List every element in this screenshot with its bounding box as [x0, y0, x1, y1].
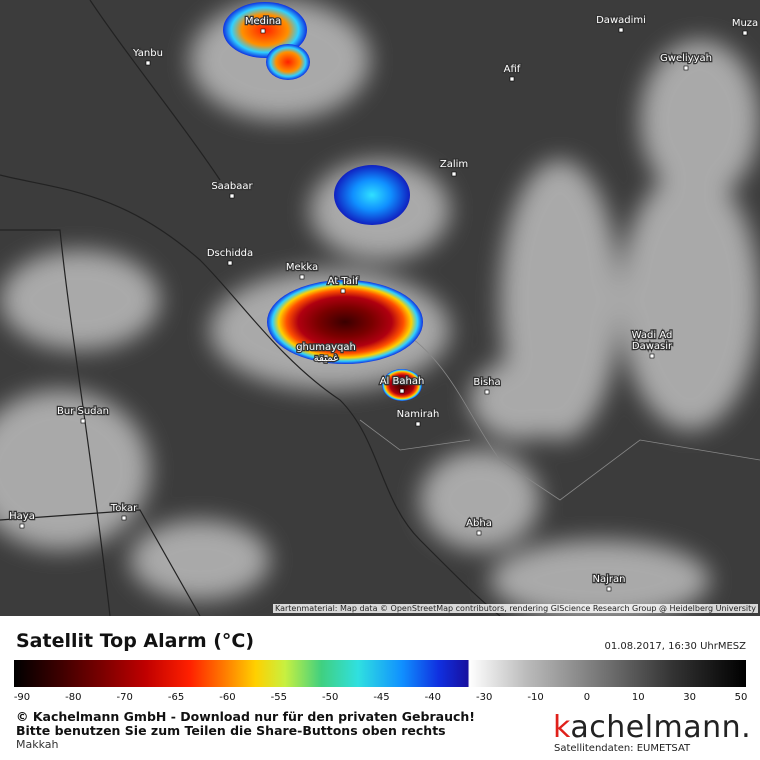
place-label: Gweliyyah: [660, 53, 712, 64]
place-marker: [484, 389, 490, 395]
place-label: Namirah: [397, 409, 440, 420]
place-marker: [340, 288, 346, 294]
place-marker: [742, 30, 748, 36]
scale-label: -55: [270, 692, 287, 703]
place-label: Dawasir: [632, 341, 673, 352]
scale-label: 30: [683, 692, 697, 703]
place-marker: [399, 388, 405, 394]
copyright: © Kachelmann GmbH - Download nur für den…: [16, 709, 475, 724]
place-label: Medina: [245, 16, 281, 27]
scale-label: -60: [219, 692, 236, 703]
place-marker: [229, 193, 235, 199]
place-marker: [451, 171, 457, 177]
scale-label: -90: [13, 692, 31, 703]
place-label: Najran: [593, 574, 626, 585]
place-label: Dawadimi: [596, 15, 646, 26]
logo: kachelmann.: [553, 710, 752, 745]
place-label: Zalim: [440, 159, 468, 170]
scale-label: -80: [65, 692, 82, 703]
scale-label: -40: [424, 692, 442, 703]
scale-label: 10: [631, 692, 645, 703]
place-marker: [19, 523, 25, 529]
place-marker: [227, 260, 233, 266]
place-marker: [618, 27, 624, 33]
place-marker: [299, 274, 305, 280]
scale-label: -45: [373, 692, 390, 703]
place-label: Yanbu: [132, 48, 163, 59]
place-marker: [323, 354, 329, 360]
timestamp: 01.08.2017, 16:30 UhrMESZ: [604, 641, 746, 652]
legend-title: Satellit Top Alarm (°C): [16, 630, 255, 652]
place-marker: [606, 586, 612, 592]
data-source: Satellitendaten: EUMETSAT: [554, 743, 691, 754]
place-label: Afif: [504, 64, 521, 75]
scale-label: -10: [527, 692, 544, 703]
place-label: غميقة: [314, 353, 338, 364]
place-label: Bur Sudan: [57, 406, 109, 417]
place-marker: [80, 418, 86, 424]
place-marker: [509, 76, 515, 82]
place-marker: [260, 28, 266, 34]
place-label: Muza: [732, 18, 758, 29]
place-marker: [415, 421, 421, 427]
place-label: Saabaar: [211, 181, 253, 192]
attribution: Kartenmaterial: Map data © OpenStreetMap…: [272, 604, 758, 613]
share-note: Bitte benutzen Sie zum Teilen die Share-…: [16, 723, 446, 738]
region: Makkah: [16, 738, 59, 751]
place-label: Mekka: [286, 262, 318, 273]
place-label: Bisha: [473, 377, 500, 388]
place-label: Tokar: [110, 503, 138, 514]
scale-label: -30: [476, 692, 493, 703]
place-marker: [476, 530, 482, 536]
place-marker: [683, 65, 689, 71]
place-label: Wadi Ad: [632, 330, 673, 341]
place-marker: [145, 60, 151, 66]
place-marker: [649, 353, 655, 359]
scale-label: 50: [734, 692, 748, 703]
place-label: Haya: [9, 511, 35, 522]
scale-label: -50: [321, 692, 339, 703]
place-label: Al Bahah: [380, 376, 425, 387]
place-label: At Taif: [328, 276, 359, 287]
place-marker: [121, 515, 127, 521]
place-label: Dschidda: [207, 248, 253, 259]
place-label: Abha: [466, 518, 492, 529]
color-scale: [14, 660, 746, 687]
scale-label: -65: [167, 692, 185, 703]
scale-label: 0: [583, 692, 591, 703]
place-label: ghumayqah: [296, 342, 356, 353]
scale-label: -70: [116, 692, 133, 703]
satellite-map: Medina Yanbu Dawadimi Muza Gweliyyah Afif Zali…: [0, 0, 760, 616]
